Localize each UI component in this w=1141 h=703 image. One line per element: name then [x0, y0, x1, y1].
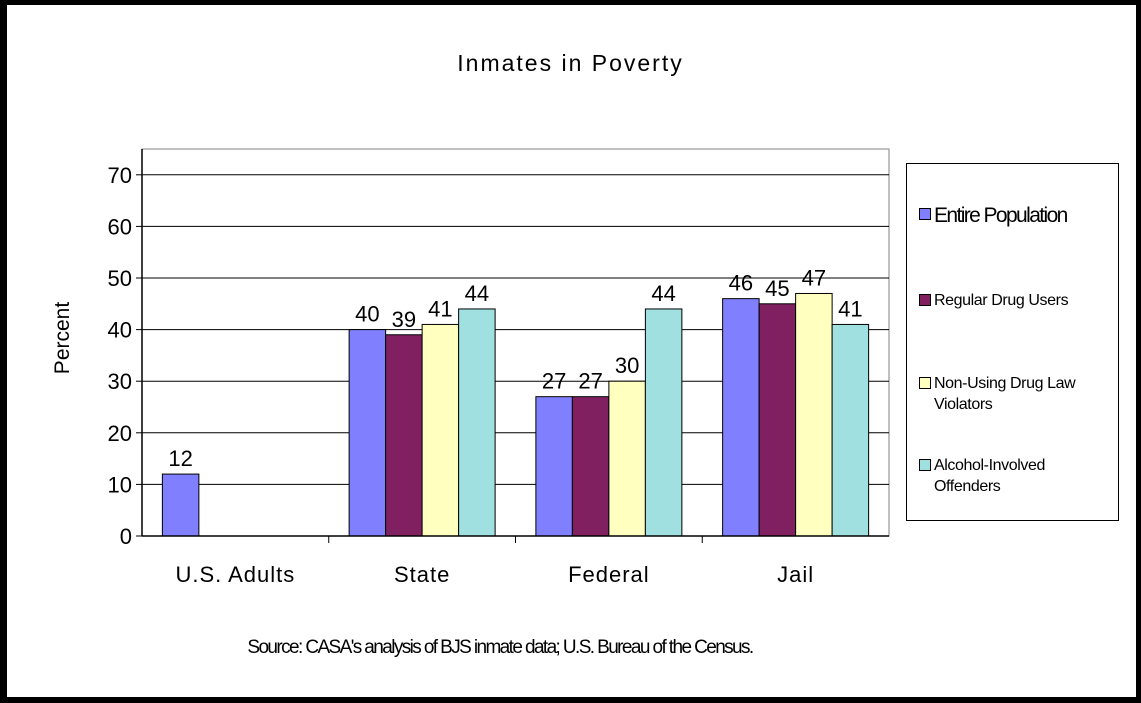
legend-label-entire-population: Entire Population — [934, 204, 1068, 227]
data-label-alcohol-involved-offenders-state: 44 — [465, 281, 489, 306]
legend-swatch-entire-population — [919, 208, 931, 220]
y-tick-label: 40 — [108, 318, 132, 343]
x-tick-label-jail: Jail — [777, 562, 814, 587]
y-tick-label: 70 — [108, 163, 132, 188]
data-label-entire-population-state: 40 — [355, 302, 379, 327]
legend-item-alcohol-involved-offenders: Alcohol-Involved Offenders — [919, 455, 1089, 497]
bar-entire-population-state — [348, 329, 387, 537]
legend-label-non-using-drug-law-violators: Non-Using Drug Law Violators — [934, 375, 1076, 413]
bar-entire-population-jail — [722, 298, 760, 537]
data-label-entire-population-federal: 27 — [542, 369, 566, 394]
bar-alcohol-involved-offenders-state — [458, 308, 496, 537]
bar-alcohol-involved-offenders-jail — [831, 323, 870, 537]
bar-non-using-drug-law-violators-federal — [608, 380, 646, 537]
data-label-entire-population-jail: 46 — [729, 271, 753, 296]
legend-swatch-alcohol-involved-offenders — [919, 459, 931, 471]
legend-item-non-using-drug-law-violators: Non-Using Drug Law Violators — [919, 373, 1089, 415]
legend-swatch-non-using-drug-law-violators — [919, 377, 931, 389]
legend-label-regular-drug-users: Regular Drug Users — [934, 292, 1069, 309]
x-tick-label-u-s-adults: U.S. Adults — [175, 562, 295, 587]
legend: Entire Population Regular Drug Users Non… — [906, 163, 1119, 521]
bar-regular-drug-users-state — [385, 334, 423, 537]
x-tick-label-federal: Federal — [568, 562, 650, 587]
y-tick-label: 60 — [108, 214, 132, 239]
data-label-non-using-drug-law-violators-state: 41 — [428, 296, 452, 321]
bar-regular-drug-users-federal — [571, 396, 610, 537]
y-tick-label: 30 — [108, 369, 132, 394]
y-axis-label: Percent — [51, 301, 74, 375]
source-note: Source: CASA's analysis of BJS inmate da… — [247, 637, 754, 658]
data-label-alcohol-involved-offenders-federal: 44 — [651, 281, 675, 306]
bar-non-using-drug-law-violators-jail — [795, 292, 833, 537]
bar-entire-population-u-s-adults — [161, 473, 200, 537]
legend-item-regular-drug-users: Regular Drug Users — [919, 290, 1114, 311]
data-label-regular-drug-users-state: 39 — [392, 307, 416, 332]
x-tick-label-state: State — [394, 562, 450, 587]
y-tick-label: 20 — [108, 421, 132, 446]
legend-label-alcohol-involved-offenders: Alcohol-Involved Offenders — [934, 457, 1045, 495]
bar-regular-drug-users-jail — [758, 303, 797, 537]
data-label-regular-drug-users-federal: 27 — [578, 369, 602, 394]
bar-alcohol-involved-offenders-federal — [644, 308, 683, 537]
y-tick-label: 0 — [120, 524, 132, 549]
bar-entire-population-federal — [535, 396, 573, 537]
data-label-regular-drug-users-jail: 45 — [765, 276, 789, 301]
chart-title: Inmates in Poverty — [457, 50, 684, 76]
y-tick-label: 10 — [108, 472, 132, 497]
data-label-alcohol-involved-offenders-jail: 41 — [838, 296, 862, 321]
legend-swatch-regular-drug-users — [919, 294, 931, 306]
data-label-non-using-drug-law-violators-jail: 47 — [802, 265, 826, 290]
legend-item-entire-population: Entire Population — [919, 204, 1114, 228]
data-label-entire-population-u-s-adults: 12 — [168, 446, 192, 471]
data-label-non-using-drug-law-violators-federal: 30 — [615, 353, 639, 378]
y-tick-label: 50 — [108, 266, 132, 291]
bar-non-using-drug-law-violators-state — [421, 323, 460, 537]
